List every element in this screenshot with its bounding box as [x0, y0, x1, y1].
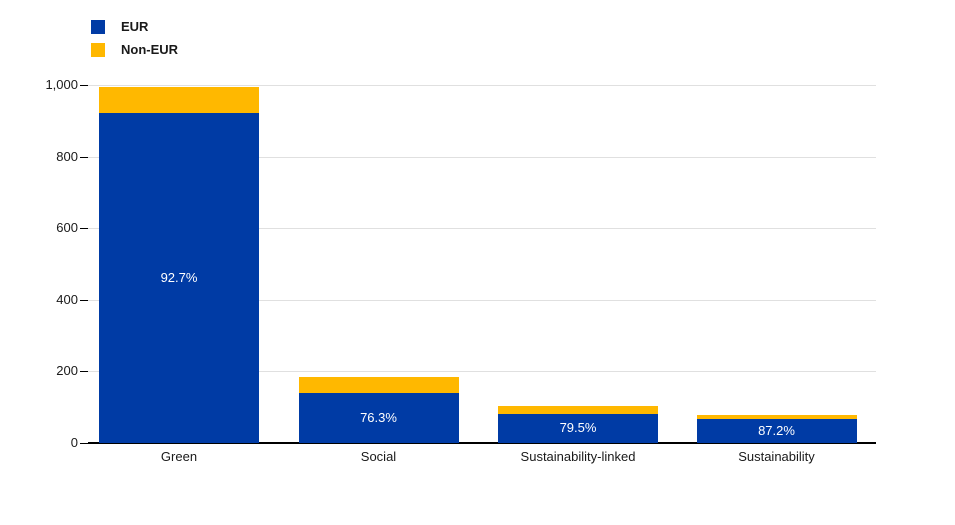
y-tick-label: 1,000 [45, 77, 78, 92]
y-tick-mark [80, 371, 88, 373]
bar-segment-eur-social[interactable] [298, 392, 459, 443]
gridline [88, 371, 876, 373]
gridline [88, 85, 876, 86]
x-axis-line [88, 442, 876, 444]
x-axis-category-label: Social [360, 449, 397, 464]
legend: EUR Non-EUR [91, 15, 178, 61]
x-axis-category-label: Green [160, 449, 198, 464]
y-tick-label: 600 [56, 220, 78, 236]
legend-label-non-eur: Non-EUR [121, 42, 179, 57]
y-tick-label: 200 [56, 363, 78, 379]
y-tick-label: 400 [56, 291, 78, 307]
bar-segment-non-eur-green[interactable] [99, 86, 259, 113]
bar-segment-non-eur-sustainability[interactable] [696, 415, 857, 419]
y-tick-mark [80, 228, 88, 230]
gridline [88, 156, 876, 158]
y-tick-mark [80, 443, 88, 444]
y-tick-mark [80, 85, 88, 86]
eur-swatch-icon [91, 19, 105, 34]
x-axis-category-label: Sustainability [738, 449, 815, 464]
y-tick-mark [80, 299, 88, 301]
non-eur-swatch-icon [91, 42, 105, 57]
bar-segment-eur-sustainability-linked[interactable] [498, 413, 658, 443]
y-tick-label: 0 [70, 435, 78, 450]
x-axis-category-label: Sustainability-linked [520, 449, 636, 464]
bar-segment-eur-sustainability[interactable] [696, 418, 857, 443]
gridline [88, 299, 876, 301]
bar-segment-non-eur-sustainability-linked[interactable] [498, 405, 658, 414]
bar-segment-non-eur-social[interactable] [298, 377, 459, 393]
legend-label-eur: EUR [121, 19, 149, 34]
y-tick-mark [80, 156, 88, 158]
gridline [88, 228, 876, 230]
legend-item-eur[interactable]: EUR [91, 15, 178, 38]
y-tick-label: 800 [56, 148, 78, 164]
legend-item-non-eur[interactable]: Non-EUR [91, 38, 178, 61]
bar-segment-eur-green[interactable] [99, 112, 259, 443]
